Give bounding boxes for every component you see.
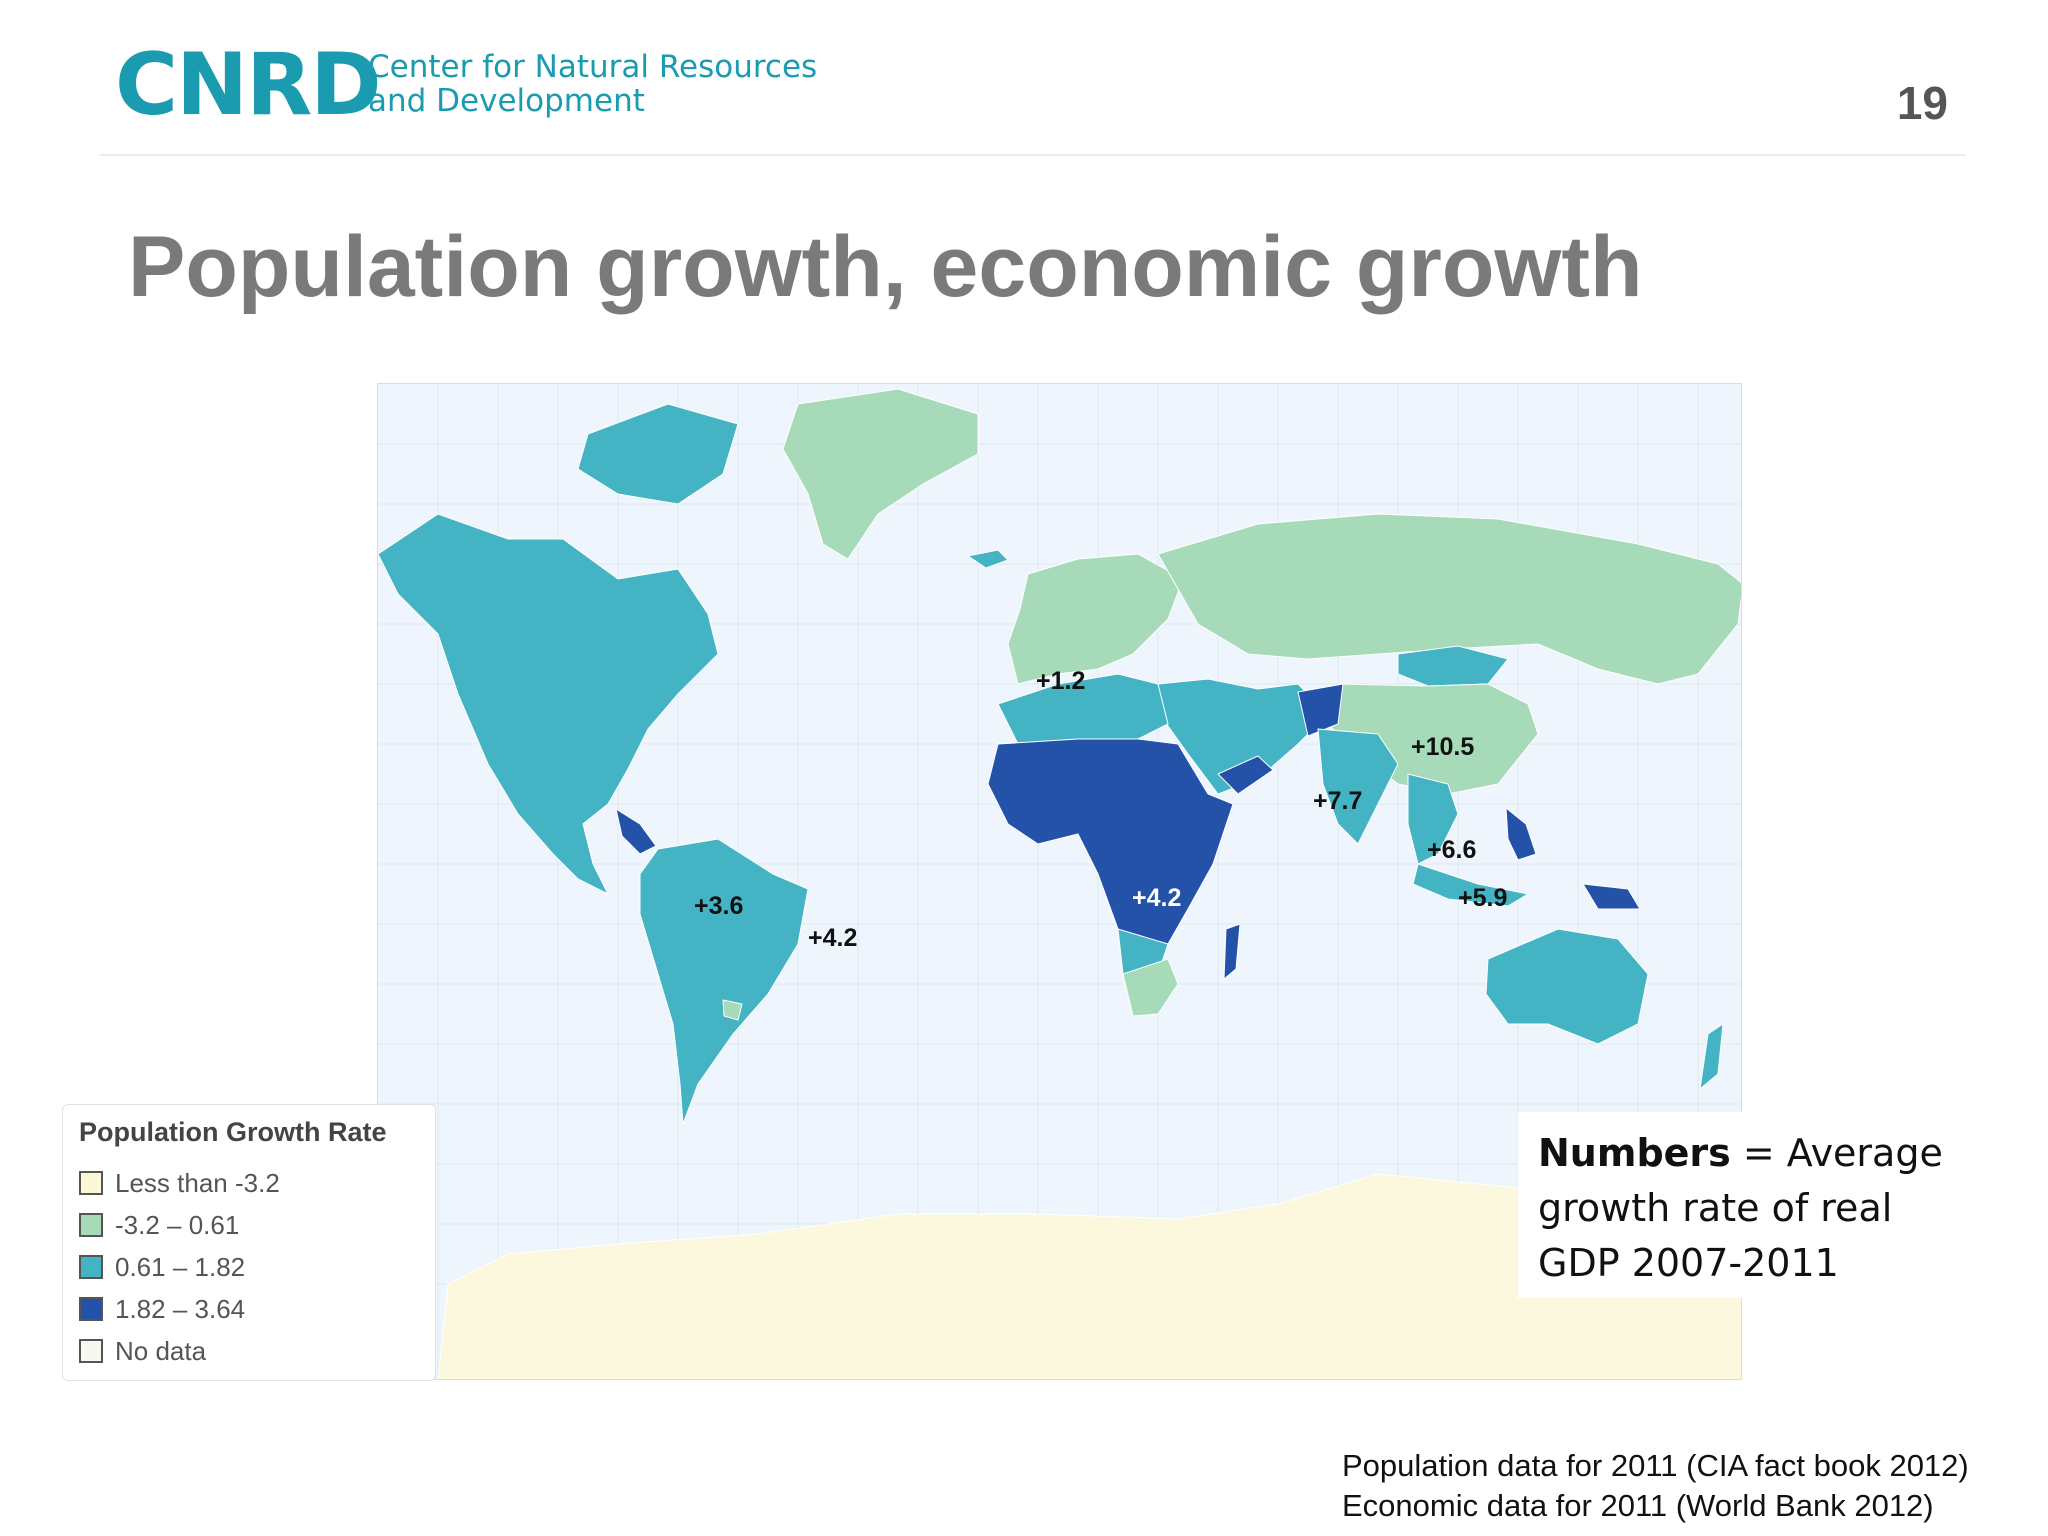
gdp-label-indonesia: +5.9 xyxy=(1458,884,1508,912)
note-line-1: Numbers = Average xyxy=(1538,1126,1948,1181)
region-afghanistan-pakistan xyxy=(1297,683,1344,737)
legend-label: 1.82 – 3.64 xyxy=(115,1293,246,1324)
region-iceland xyxy=(966,549,1009,569)
region-middle-east xyxy=(1157,678,1329,795)
region-russia xyxy=(1157,513,1741,685)
legend-item: No data xyxy=(79,1330,435,1372)
note-bold: Numbers xyxy=(1538,1131,1731,1175)
region-central-america xyxy=(615,807,657,855)
region-europe xyxy=(1007,553,1184,685)
region-madagascar xyxy=(1223,923,1241,981)
gdp-label-africa: +4.2 xyxy=(1132,884,1182,912)
cnrd-logo: CNRD xyxy=(115,35,382,135)
gdp-label-europe: +1.2 xyxy=(1036,667,1086,695)
organization-name: Center for Natural Resources and Develop… xyxy=(368,50,817,118)
legend-label: 0.61 – 1.82 xyxy=(115,1251,246,1282)
legend-item: Less than -3.2 xyxy=(79,1162,435,1204)
legend-label: -3.2 – 0.61 xyxy=(115,1209,240,1240)
map-legend: Population Growth Rate Less than -3.2 -3… xyxy=(62,1104,436,1381)
note-line-2: growth rate of real xyxy=(1538,1186,1893,1230)
legend-swatch xyxy=(79,1255,103,1279)
region-greenland xyxy=(782,388,979,560)
data-sources: Population data for 2011 (CIA fact book … xyxy=(1342,1446,1969,1526)
org-line-1: Center for Natural Resources xyxy=(368,49,818,85)
region-indonesia xyxy=(1412,863,1530,907)
gdp-label-brazil: +4.2 xyxy=(808,924,858,952)
page-number: 19 xyxy=(1896,77,1948,129)
source-line-2: Economic data for 2011 (World Bank 2012) xyxy=(1342,1488,1934,1523)
region-mongolia xyxy=(1397,645,1509,687)
region-papua xyxy=(1582,883,1641,910)
note-line-3: GDP 2007-2011 xyxy=(1538,1241,1839,1285)
region-south-america xyxy=(639,838,809,1125)
numbers-note: Numbers = Average growth rate of real GD… xyxy=(1518,1112,1948,1298)
region-new-zealand xyxy=(1699,1022,1724,1091)
legend-item: -3.2 – 0.61 xyxy=(79,1204,435,1246)
world-map: +1.2 +10.5 +7.7 +6.6 +5.9 +4.2 +3.6 +4.2 xyxy=(377,383,1742,1380)
legend-swatch xyxy=(79,1171,103,1195)
region-southeast-asia xyxy=(1407,773,1459,865)
gdp-label-india: +7.7 xyxy=(1313,787,1363,815)
legend-swatch xyxy=(79,1339,103,1363)
region-india xyxy=(1317,728,1399,845)
region-yemen xyxy=(1217,755,1274,795)
source-line-1: Population data for 2011 (CIA fact book … xyxy=(1342,1448,1969,1483)
region-philippines xyxy=(1505,806,1537,861)
legend-title: Population Growth Rate xyxy=(79,1117,387,1147)
gdp-label-se-asia: +6.6 xyxy=(1427,836,1477,864)
gdp-label-china: +10.5 xyxy=(1411,733,1475,761)
header-divider xyxy=(100,154,1966,156)
region-north-america xyxy=(378,513,719,896)
region-africa-central xyxy=(987,738,1234,965)
gdp-label-latin-america: +3.6 xyxy=(694,892,744,920)
region-canadian-arctic xyxy=(577,403,739,505)
note-line-1-rest: = Average xyxy=(1730,1131,1943,1175)
region-uruguay xyxy=(722,999,743,1021)
legend-label: No data xyxy=(115,1335,207,1366)
region-australia xyxy=(1485,928,1649,1045)
org-line-2: and Development xyxy=(368,83,645,119)
legend-swatch xyxy=(79,1213,103,1237)
legend-item: 1.82 – 3.64 xyxy=(79,1288,435,1330)
legend-swatch xyxy=(79,1297,103,1321)
slide-title: Population growth, economic growth xyxy=(128,219,1643,315)
legend-label: Less than -3.2 xyxy=(115,1167,280,1198)
region-south-africa xyxy=(1122,958,1179,1017)
legend-item: 0.61 – 1.82 xyxy=(79,1246,435,1288)
